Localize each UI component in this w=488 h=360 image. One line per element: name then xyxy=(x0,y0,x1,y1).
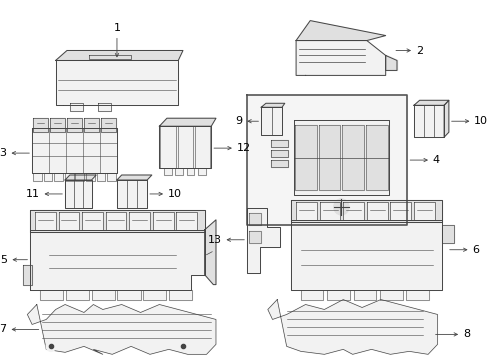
Polygon shape xyxy=(186,168,194,175)
Polygon shape xyxy=(319,202,340,220)
Polygon shape xyxy=(56,50,183,60)
Text: 8: 8 xyxy=(462,329,469,339)
Polygon shape xyxy=(98,103,111,111)
Polygon shape xyxy=(294,120,387,195)
Polygon shape xyxy=(291,200,441,222)
Polygon shape xyxy=(30,230,204,289)
Polygon shape xyxy=(413,100,448,105)
Polygon shape xyxy=(30,210,204,232)
Polygon shape xyxy=(50,118,65,132)
Polygon shape xyxy=(33,118,48,132)
Polygon shape xyxy=(75,173,84,181)
Polygon shape xyxy=(27,305,216,354)
Polygon shape xyxy=(342,125,363,190)
Text: 7: 7 xyxy=(0,324,7,334)
Polygon shape xyxy=(159,118,216,126)
Polygon shape xyxy=(97,173,105,181)
Polygon shape xyxy=(164,168,171,175)
Polygon shape xyxy=(291,220,441,289)
Polygon shape xyxy=(65,180,91,208)
Polygon shape xyxy=(248,231,260,243)
Text: 5: 5 xyxy=(0,255,8,265)
Circle shape xyxy=(178,341,187,351)
Text: 6: 6 xyxy=(471,245,478,255)
Polygon shape xyxy=(43,173,52,181)
Text: 12: 12 xyxy=(236,143,250,153)
Polygon shape xyxy=(270,150,287,157)
Text: 1: 1 xyxy=(113,23,120,32)
Polygon shape xyxy=(82,212,102,230)
Polygon shape xyxy=(32,128,117,173)
Polygon shape xyxy=(300,289,323,300)
Polygon shape xyxy=(117,289,140,300)
Polygon shape xyxy=(56,60,178,105)
Polygon shape xyxy=(261,103,284,107)
Polygon shape xyxy=(84,118,99,132)
Polygon shape xyxy=(296,202,316,220)
Polygon shape xyxy=(353,289,375,300)
Polygon shape xyxy=(343,202,363,220)
Polygon shape xyxy=(261,107,282,135)
Polygon shape xyxy=(67,118,82,132)
Polygon shape xyxy=(159,126,211,168)
Text: 13: 13 xyxy=(207,235,221,245)
Polygon shape xyxy=(326,289,349,300)
Polygon shape xyxy=(65,175,96,180)
Polygon shape xyxy=(385,55,396,71)
Polygon shape xyxy=(204,220,216,285)
Polygon shape xyxy=(318,125,340,190)
Polygon shape xyxy=(270,140,287,147)
Polygon shape xyxy=(413,202,434,220)
Polygon shape xyxy=(198,168,205,175)
Polygon shape xyxy=(35,212,56,230)
Text: 3: 3 xyxy=(0,148,7,158)
Text: 10: 10 xyxy=(167,189,182,199)
Polygon shape xyxy=(443,100,448,137)
Polygon shape xyxy=(40,289,62,300)
Polygon shape xyxy=(441,225,453,243)
Polygon shape xyxy=(152,212,173,230)
Polygon shape xyxy=(296,41,385,75)
Polygon shape xyxy=(246,95,407,225)
Text: 9: 9 xyxy=(235,116,242,126)
Polygon shape xyxy=(59,212,79,230)
Polygon shape xyxy=(248,213,260,225)
Polygon shape xyxy=(389,202,410,220)
Polygon shape xyxy=(270,160,287,167)
Polygon shape xyxy=(246,208,280,273)
Polygon shape xyxy=(296,21,385,41)
Polygon shape xyxy=(175,168,183,175)
Polygon shape xyxy=(101,118,116,132)
Polygon shape xyxy=(267,300,437,354)
Polygon shape xyxy=(366,202,387,220)
Circle shape xyxy=(333,199,348,215)
Polygon shape xyxy=(117,180,147,208)
Polygon shape xyxy=(33,173,41,181)
Polygon shape xyxy=(117,175,152,180)
Polygon shape xyxy=(169,289,192,300)
Polygon shape xyxy=(406,289,428,300)
Text: 2: 2 xyxy=(415,45,422,55)
Polygon shape xyxy=(365,125,387,190)
Circle shape xyxy=(46,341,56,351)
Polygon shape xyxy=(413,105,443,137)
Polygon shape xyxy=(22,265,32,285)
Polygon shape xyxy=(107,173,116,181)
Text: 4: 4 xyxy=(432,155,439,165)
Polygon shape xyxy=(70,103,83,111)
Polygon shape xyxy=(65,289,88,300)
Polygon shape xyxy=(54,173,63,181)
Polygon shape xyxy=(295,125,316,190)
Polygon shape xyxy=(379,289,402,300)
Polygon shape xyxy=(105,212,126,230)
Text: 11: 11 xyxy=(25,189,40,199)
Polygon shape xyxy=(86,173,95,181)
Polygon shape xyxy=(91,289,114,300)
Polygon shape xyxy=(129,212,150,230)
Text: 10: 10 xyxy=(473,116,488,126)
Polygon shape xyxy=(143,289,166,300)
Polygon shape xyxy=(176,212,197,230)
Polygon shape xyxy=(65,173,73,181)
